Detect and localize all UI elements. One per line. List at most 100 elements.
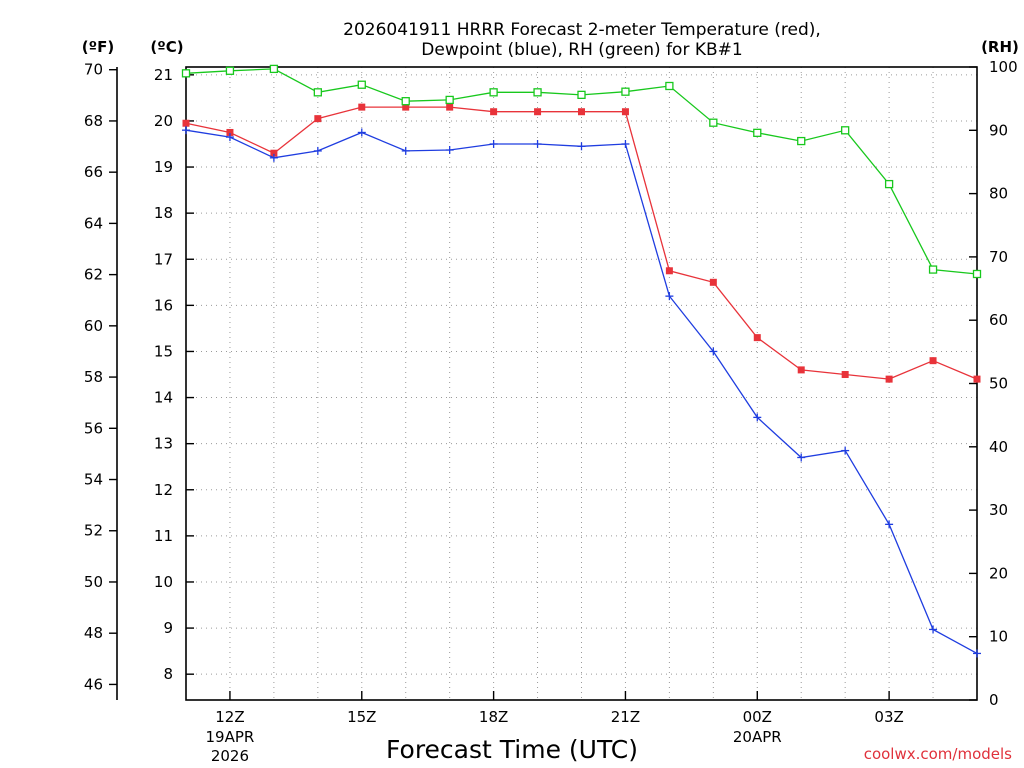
- celsius-tick-label: 8: [163, 665, 173, 683]
- rh-point: [313, 88, 322, 97]
- celsius-tick-label: 12: [154, 481, 173, 499]
- rh-point: [709, 118, 718, 127]
- temperature-point: [973, 375, 981, 383]
- rh-tick-label: 60: [989, 311, 1008, 329]
- dewpoint-point: [357, 128, 366, 137]
- dewpoint-point: [445, 145, 454, 154]
- temperature-point: [621, 108, 629, 116]
- dewpoint-point: [489, 139, 498, 148]
- temperature-point: [929, 357, 937, 365]
- fahrenheit-tick-label: 50: [84, 573, 103, 591]
- x-axis-title: Forecast Time (UTC): [386, 735, 638, 764]
- dewpoint-point: [401, 146, 410, 155]
- rh-point: [357, 80, 366, 89]
- dewpoint-point: [225, 133, 234, 142]
- unit-label-rh: (RH): [981, 38, 1019, 56]
- fahrenheit-tick-label: 46: [84, 675, 103, 693]
- rh-point: [972, 269, 982, 279]
- fahrenheit-tick-label: 52: [84, 522, 103, 540]
- rh-line: [185, 68, 978, 275]
- rh-point: [577, 90, 586, 100]
- dewpoint-point: [753, 413, 762, 422]
- celsius-tick-label: 11: [154, 527, 173, 545]
- rh-point: [884, 179, 894, 189]
- celsius-tick-label: 18: [154, 204, 173, 222]
- rh-tick-label: 20: [989, 564, 1008, 582]
- chart-title-line2: Dewpoint (blue), RH (green) for KB#1: [421, 40, 742, 60]
- rh-point: [797, 136, 806, 146]
- rh-point: [401, 97, 410, 106]
- temperature-point: [709, 278, 717, 286]
- dewpoint-point: [929, 625, 938, 634]
- rh-point: [665, 81, 674, 91]
- x-tick-label: 03Z: [874, 708, 903, 726]
- rh-tick-label: 0: [989, 691, 999, 709]
- temperature-point: [665, 267, 673, 275]
- temperature-point: [446, 103, 454, 111]
- credit-text: coolwx.com/models: [864, 745, 1012, 763]
- fahrenheit-tick-label: 48: [84, 624, 103, 642]
- axes: [116, 66, 978, 701]
- dewpoint-point: [885, 520, 894, 529]
- celsius-tick-label: 14: [154, 389, 173, 407]
- celsius-tick-label: 21: [154, 66, 173, 84]
- celsius-tick-label: 10: [154, 573, 173, 591]
- celsius-tick-label: 9: [163, 619, 173, 637]
- dewpoint-point: [533, 139, 542, 148]
- unit-label-fahrenheit: (ºF): [82, 38, 114, 56]
- fahrenheit-tick-label: 56: [84, 419, 103, 437]
- dewpoint-point: [709, 347, 718, 356]
- x-tick-label: 00Z: [743, 708, 772, 726]
- temperature-point: [270, 149, 278, 157]
- x-tick-label: 18Z: [479, 708, 508, 726]
- temperature-point: [841, 371, 849, 379]
- rh-tick-label: 10: [989, 628, 1008, 646]
- tick-labels: 46 48 50 52 54 56 58 60 62 64 66 68 70 8 9 10 11 12 13 14 15…: [84, 58, 1018, 765]
- dewpoint-point: [577, 142, 586, 151]
- celsius-tick-label: 20: [154, 112, 173, 130]
- rh-tick-label: 40: [989, 438, 1008, 456]
- temperature-point: [226, 128, 234, 136]
- rh-point: [928, 265, 938, 274]
- rh-point: [181, 69, 191, 78]
- rh-tick-label: 90: [989, 121, 1008, 139]
- rh-tick-label: 50: [989, 375, 1008, 393]
- dewpoint-point: [973, 649, 981, 658]
- dewpoint-point: [621, 139, 630, 148]
- plot-frame: [185, 66, 978, 701]
- fahrenheit-tick-label: 68: [84, 112, 103, 130]
- dewpoint-point: [841, 446, 850, 455]
- dewpoint-point: [313, 146, 322, 155]
- celsius-tick-label: 17: [154, 250, 173, 268]
- temperature-point: [182, 119, 190, 127]
- celsius-tick-label: 13: [154, 435, 173, 453]
- rh-point: [445, 95, 454, 105]
- temperature-point: [490, 108, 498, 116]
- grid-lines: [186, 67, 977, 700]
- rh-tick-label: 30: [989, 501, 1008, 519]
- fahrenheit-tick-label: 54: [84, 471, 103, 489]
- temperature-point: [314, 115, 322, 123]
- temperature-point: [534, 108, 542, 116]
- x-tick-year-label: 2026: [211, 747, 249, 765]
- fahrenheit-tick-label: 66: [84, 163, 103, 181]
- rh-point: [841, 126, 850, 135]
- dewpoint-point: [665, 292, 674, 301]
- rh-point: [753, 128, 762, 137]
- temperature-point: [753, 334, 761, 342]
- temperature-point: [402, 103, 410, 111]
- rh-point: [489, 88, 498, 97]
- rh-tick-label: 80: [989, 185, 1008, 203]
- rh-point: [533, 88, 542, 97]
- dewpoint-line: [185, 129, 978, 654]
- series-lines: [181, 64, 982, 658]
- x-tick-label: 15Z: [347, 708, 376, 726]
- x-tick-date-label: 19APR: [206, 728, 255, 746]
- fahrenheit-tick-label: 70: [84, 61, 103, 79]
- fahrenheit-tick-label: 64: [84, 214, 103, 232]
- unit-label-celsius: (ºC): [150, 38, 183, 56]
- rh-point: [269, 64, 279, 74]
- rh-tick-label: 100: [989, 58, 1018, 76]
- temperature-point: [797, 366, 805, 374]
